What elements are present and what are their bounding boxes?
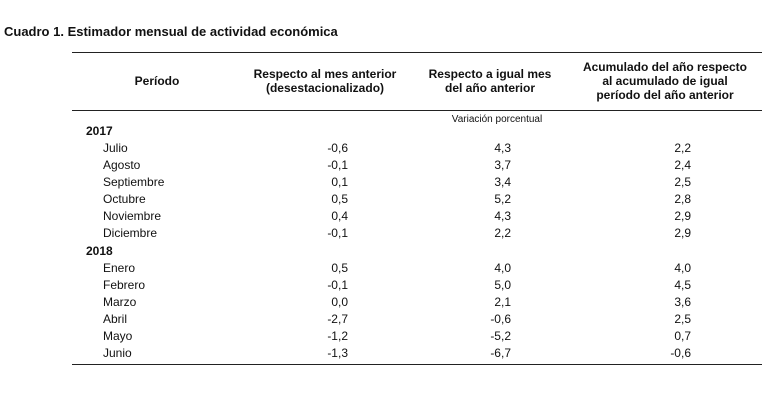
month-label: Febrero: [103, 278, 146, 292]
top-rule: [72, 52, 762, 53]
cell-value: -0,6: [490, 312, 511, 326]
column-header: Respecto al mes anterior (desestacionali…: [253, 67, 397, 95]
cell-value: 2,9: [674, 209, 691, 223]
title: Cuadro 1. Estimador mensual de actividad…: [4, 24, 338, 39]
month-label: Abril: [103, 312, 128, 326]
cell-value: -0,1: [327, 226, 348, 240]
cell-value: 0,4: [331, 209, 348, 223]
cell-value: -0,1: [327, 278, 348, 292]
cell-value: 2,2: [494, 226, 511, 240]
cell-value: 2,2: [674, 141, 691, 155]
cell-value: 4,3: [494, 209, 511, 223]
cell-value: -1,3: [327, 346, 348, 360]
month-label: Diciembre: [103, 226, 158, 240]
cell-value: 2,5: [674, 175, 691, 189]
column-header: Acumulado del año respecto al acumulado …: [582, 60, 748, 102]
cell-value: 2,5: [674, 312, 691, 326]
cell-value: 4,0: [674, 261, 691, 275]
cell-value: -2,7: [327, 312, 348, 326]
cell-value: 2,4: [674, 158, 691, 172]
cell-value: -6,7: [490, 346, 511, 360]
cell-value: 0,0: [331, 295, 348, 309]
month-label: Julio: [103, 141, 128, 155]
cell-value: 2,8: [674, 192, 691, 206]
year-label: 2017: [86, 124, 113, 138]
cell-value: -5,2: [490, 329, 511, 343]
cell-value: -1,2: [327, 329, 348, 343]
month-label: Noviembre: [103, 209, 162, 223]
cell-value: 4,5: [674, 278, 691, 292]
column-header: Período: [134, 74, 180, 88]
cell-value: 4,0: [494, 261, 511, 275]
cell-value: 0,7: [674, 329, 691, 343]
cell-value: 0,5: [331, 192, 348, 206]
column-header: Respecto a igual mes del año anterior: [428, 67, 552, 95]
cell-value: 3,4: [494, 175, 511, 189]
cell-value: -0,6: [327, 141, 348, 155]
year-label: 2018: [86, 244, 113, 258]
cell-value: -0,6: [670, 346, 691, 360]
cell-value: 4,3: [494, 141, 511, 155]
cell-value: 5,2: [494, 192, 511, 206]
month-label: Septiembre: [103, 175, 165, 189]
cell-value: 5,0: [494, 278, 511, 292]
cell-value: 0,5: [331, 261, 348, 275]
cell-value: 2,9: [674, 226, 691, 240]
header-rule: [72, 110, 762, 111]
cell-value: 3,7: [494, 158, 511, 172]
unit-note: Variación porcentual: [451, 114, 543, 125]
month-label: Octubre: [103, 192, 146, 206]
cell-value: 3,6: [674, 295, 691, 309]
month-label: Junio: [103, 346, 132, 360]
bottom-rule: [72, 364, 762, 365]
month-label: Mayo: [103, 329, 133, 343]
month-label: Enero: [103, 261, 136, 275]
month-label: Agosto: [103, 158, 141, 172]
cell-value: 0,1: [331, 175, 348, 189]
cell-value: 2,1: [494, 295, 511, 309]
cell-value: -0,1: [327, 158, 348, 172]
month-label: Marzo: [103, 295, 137, 309]
